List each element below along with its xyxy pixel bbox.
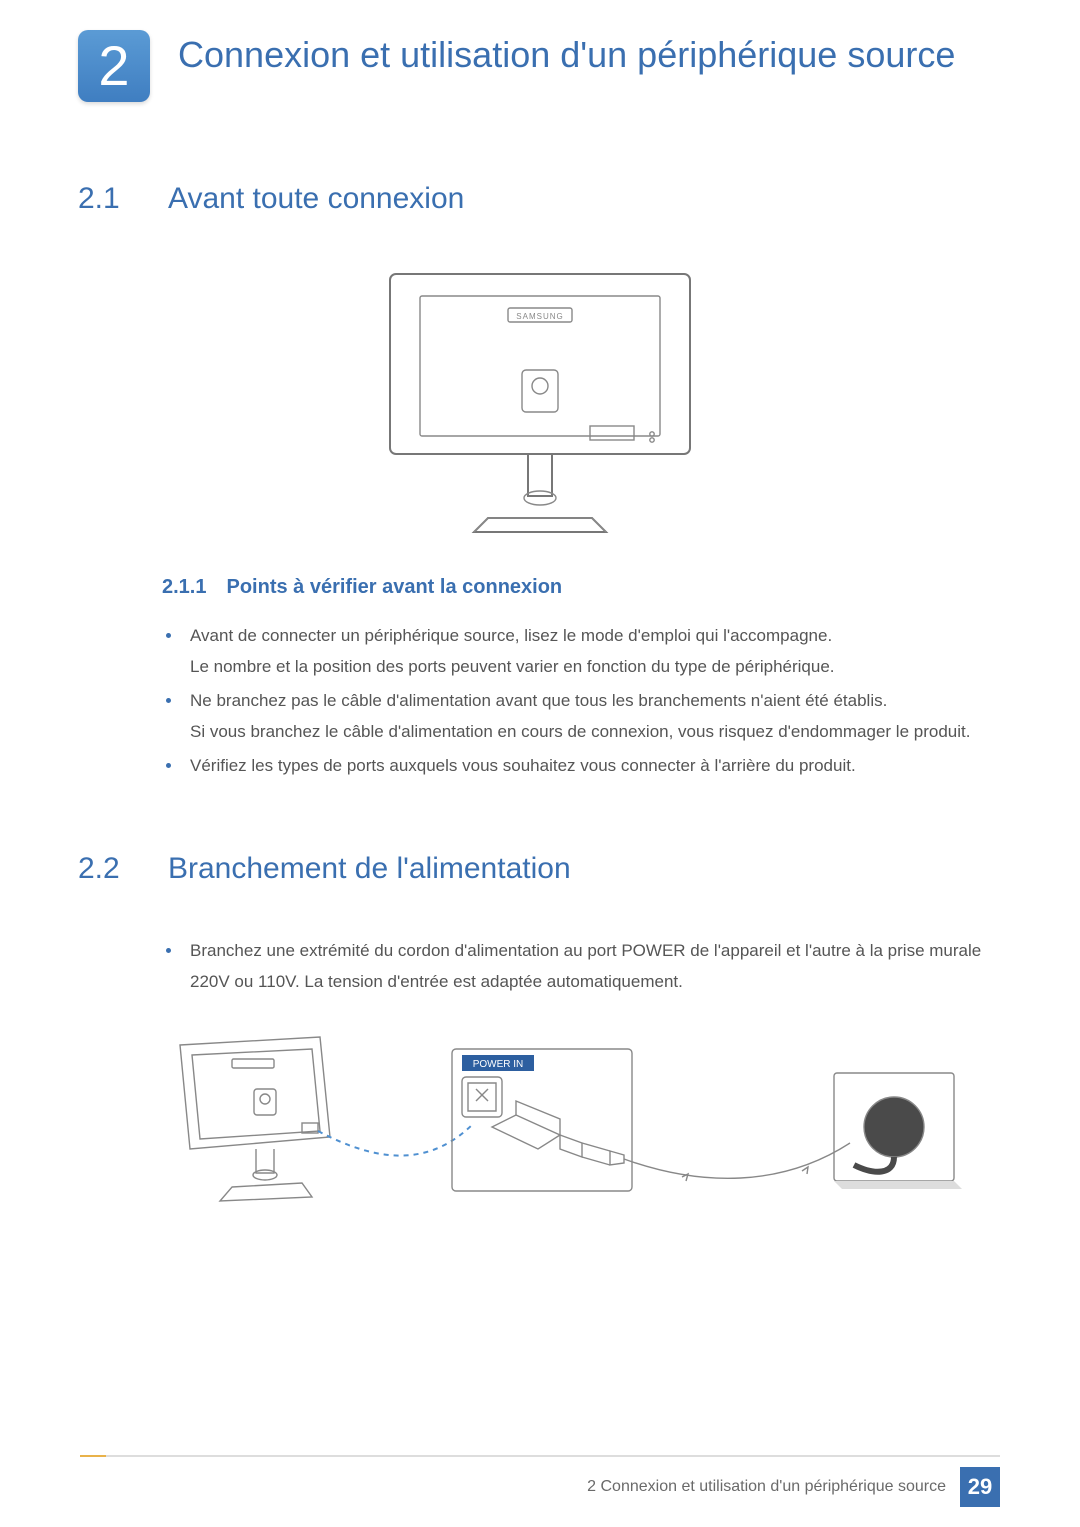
chapter-title: Connexion et utilisation d'un périphériq… bbox=[178, 30, 955, 77]
chapter-number-badge: 2 bbox=[78, 30, 150, 102]
footer-text: 2 Connexion et utilisation d'un périphér… bbox=[587, 1478, 946, 1496]
list-item: Avant de connecter un périphérique sourc… bbox=[162, 621, 1002, 682]
bullet-list-2-1-1: Avant de connecter un périphérique sourc… bbox=[162, 621, 1002, 782]
list-item: Ne branchez pas le câble d'alimentation … bbox=[162, 686, 1002, 747]
page-number: 29 bbox=[960, 1467, 1000, 1507]
monitor-rear-illustration: SAMSUNG bbox=[380, 266, 700, 536]
bullet-text: Branchez une extrémité du cordon d'alime… bbox=[190, 936, 1002, 997]
page-footer: 2 Connexion et utilisation d'un périphér… bbox=[587, 1467, 1000, 1507]
figure-power-connection: POWER IN bbox=[162, 1015, 1002, 1220]
list-item: Vérifiez les types de ports auxquels vou… bbox=[162, 751, 1002, 782]
section-number: 2.1 bbox=[78, 182, 134, 216]
bullet-text: Le nombre et la position des ports peuve… bbox=[190, 652, 1002, 683]
bullet-text: Avant de connecter un périphérique sourc… bbox=[190, 621, 1002, 652]
bullet-text: Si vous branchez le câble d'alimentation… bbox=[190, 717, 1002, 748]
section-title: Branchement de l'alimentation bbox=[168, 852, 571, 886]
footer-rule bbox=[80, 1455, 1000, 1457]
bullet-text: Ne branchez pas le câble d'alimentation … bbox=[190, 686, 1002, 717]
section-title: Avant toute connexion bbox=[168, 182, 464, 216]
power-in-label: POWER IN bbox=[473, 1059, 524, 1070]
list-item: Branchez une extrémité du cordon d'alime… bbox=[162, 936, 1002, 997]
subsection-number: 2.1.1 bbox=[162, 576, 206, 599]
section-2-2-heading: 2.2 Branchement de l'alimentation bbox=[78, 852, 1002, 886]
chapter-header: 2 Connexion et utilisation d'un périphér… bbox=[78, 30, 1002, 102]
bullet-list-2-2: Branchez une extrémité du cordon d'alime… bbox=[162, 936, 1002, 997]
brand-label: SAMSUNG bbox=[516, 312, 563, 321]
footer-rule-accent bbox=[80, 1455, 106, 1457]
section-number: 2.2 bbox=[78, 852, 134, 886]
chapter-number: 2 bbox=[98, 38, 129, 94]
bullet-text: Vérifiez les types de ports auxquels vou… bbox=[190, 751, 1002, 782]
subsection-2-1-1-heading: 2.1.1 Points à vérifier avant la connexi… bbox=[162, 576, 1002, 599]
power-connection-illustration: POWER IN bbox=[162, 1015, 962, 1215]
section-2-1-heading: 2.1 Avant toute connexion bbox=[78, 182, 1002, 216]
subsection-title: Points à vérifier avant la connexion bbox=[226, 576, 562, 599]
figure-monitor-rear: SAMSUNG bbox=[78, 266, 1002, 536]
